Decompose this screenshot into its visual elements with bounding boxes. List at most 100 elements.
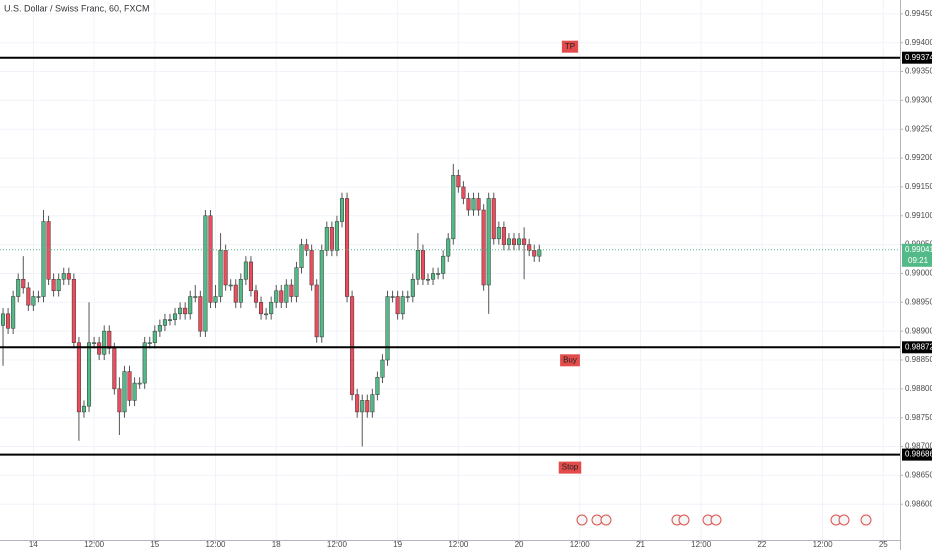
y-tick-label: 0.99100: [905, 211, 932, 220]
candle-body: [46, 221, 51, 280]
x-tick-label: 22: [757, 540, 766, 549]
x-tick-label: 19: [393, 540, 402, 549]
y-tick-label: 0.99200: [905, 153, 932, 162]
candle-body: [71, 278, 76, 343]
level-label-box: [558, 461, 582, 474]
candle-body: [431, 273, 436, 280]
candle-body: [334, 221, 339, 251]
candle-body: [390, 296, 395, 298]
candle-body: [36, 296, 41, 298]
candle-body: [481, 209, 486, 286]
candle-body: [117, 388, 122, 413]
candle-body: [31, 296, 36, 306]
candle-body: [127, 371, 132, 401]
level-price-box: [902, 51, 932, 64]
candle-body: [446, 238, 451, 257]
candle-body: [471, 198, 476, 211]
candle-body: [56, 278, 61, 292]
candle-body: [456, 175, 461, 188]
candle-body: [51, 278, 56, 292]
x-tick-label: 14: [29, 540, 38, 549]
event-icon: [838, 514, 850, 526]
candle-body: [11, 296, 16, 329]
candle-body: [380, 359, 385, 378]
y-tick-label: 0.98900: [905, 326, 932, 335]
y-tick-label: 0.99400: [905, 38, 932, 47]
candle-body: [385, 296, 390, 361]
candle-body: [92, 342, 97, 344]
candle-body: [355, 394, 360, 413]
candle-body: [527, 244, 532, 251]
candle-body: [203, 215, 208, 332]
candle-body: [66, 273, 71, 280]
event-icons: [576, 514, 872, 526]
candle-body: [193, 296, 198, 298]
candle-body: [173, 313, 178, 320]
candle-body: [97, 342, 102, 355]
candle-body: [6, 313, 11, 329]
candle-body: [87, 342, 92, 407]
candle-body: [532, 250, 537, 257]
level-label-box: [561, 40, 579, 53]
x-tick-label: 12:00: [813, 540, 834, 549]
event-icon: [710, 514, 722, 526]
candle-body: [289, 284, 294, 297]
y-tick-label: 0.98850: [905, 355, 932, 364]
candle-body: [517, 238, 522, 245]
x-tick-label: 25: [879, 540, 888, 549]
candle-body: [223, 250, 228, 286]
level-label: TP: [565, 42, 575, 51]
candle-body: [501, 227, 506, 245]
x-tick-label: 21: [636, 540, 645, 549]
candle-body: [208, 215, 213, 303]
y-tick-label: 0.99450: [905, 9, 932, 18]
chart-title: U.S. Dollar / Swiss Franc, 60, FXCM: [4, 3, 150, 13]
last-price-box: [902, 243, 932, 267]
candle-body: [309, 250, 314, 286]
candle-body: [511, 238, 517, 245]
candle-body: [162, 319, 167, 326]
candle-body: [506, 238, 511, 245]
candle-body: [415, 250, 420, 280]
level-price-box: [902, 341, 932, 354]
candle-body: [248, 261, 253, 292]
last-price: 0.99041: [905, 245, 932, 254]
candle-body: [436, 273, 441, 275]
x-tick-label: 12:00: [570, 540, 591, 549]
level-price: 0.98872: [905, 342, 932, 351]
candle-body: [339, 198, 345, 222]
candle-body: [238, 278, 243, 303]
candle-body: [522, 238, 527, 245]
candle-body: [299, 244, 304, 268]
candle-body: [345, 198, 350, 297]
y-tick-label: 0.98600: [905, 499, 932, 508]
plot: [1, 163, 542, 447]
candle-body: [294, 267, 299, 297]
candle-body: [274, 290, 279, 303]
candle-body: [107, 330, 112, 349]
y-tick-label: 0.98650: [905, 470, 932, 479]
candle-body: [410, 278, 415, 297]
candle-body: [491, 198, 496, 240]
candle-body: [147, 342, 152, 344]
candle-body: [81, 405, 87, 413]
candle-body: [41, 221, 46, 297]
candle-body: [370, 394, 375, 413]
candle-body: [152, 330, 157, 343]
candle-body: [16, 278, 21, 297]
candle-body: [360, 400, 365, 413]
x-tick-label: 18: [272, 540, 281, 549]
candle-body: [26, 287, 31, 306]
candle-body: [461, 186, 466, 199]
candle-body: [304, 244, 309, 251]
candle-body: [259, 302, 264, 315]
y-tick-label: 0.98950: [905, 297, 932, 306]
candle-body: [269, 302, 274, 315]
level-price: 0.98686: [905, 450, 932, 459]
candle-body: [167, 319, 173, 321]
candle-body: [486, 198, 491, 286]
candle-body: [1, 313, 6, 326]
candle-body: [537, 249, 542, 257]
candle-body: [243, 261, 248, 280]
